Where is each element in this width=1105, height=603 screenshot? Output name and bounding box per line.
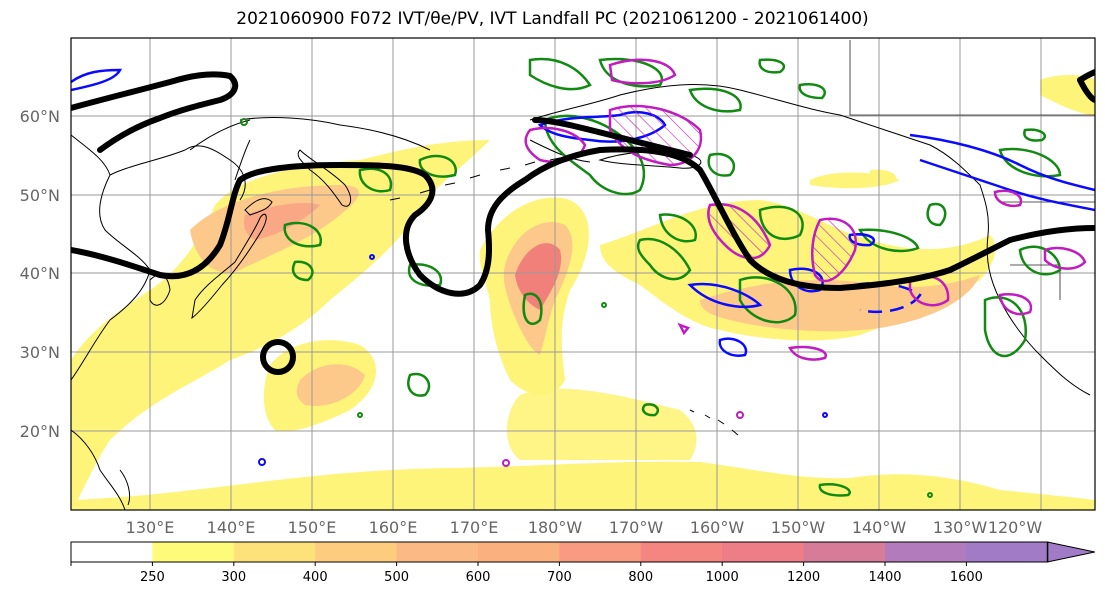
graticule (71, 38, 1095, 510)
colorbar-tick-label: 700 (547, 570, 572, 585)
colorbar-segment (559, 542, 642, 562)
colorbar-segment (803, 542, 886, 562)
small-contour-marks (240, 118, 933, 498)
lat-label-60: 60°N (20, 107, 60, 126)
colorbar-tick-label: 1600 (950, 570, 983, 585)
colorbar-segment (478, 542, 560, 562)
pv-contours (71, 69, 1095, 375)
latitude-labels: 60°N 50°N 40°N 30°N 20°N (20, 107, 60, 441)
colorbar-tick-label: 1400 (868, 570, 901, 585)
map-frame (70, 37, 1096, 511)
chart-title: 2021060900 F072 IVT/θe/PV, IVT Landfall … (236, 9, 869, 29)
lon-label-170e: 170°E (450, 518, 499, 537)
colorbar-segment (71, 542, 153, 562)
colorbar-segment (640, 542, 723, 562)
colorbar-segment (152, 542, 235, 562)
lon-label-160e: 160°E (369, 518, 418, 537)
colorbar-tick-label: 250 (140, 570, 165, 585)
lon-label-120w: 120°W (988, 518, 1043, 537)
colorbar-tick-label: 500 (384, 570, 409, 585)
colorbar-tick-label: 1000 (706, 570, 739, 585)
lon-label-130w: 130°W (933, 518, 988, 537)
lat-label-40: 40°N (20, 264, 60, 283)
colorbar-segment (315, 542, 398, 562)
colorbar-segment (233, 542, 316, 562)
lon-label-170w: 170°W (609, 518, 664, 537)
colorbar: 250 300 400 500 600 700 800 1000 1200 1400 1600 (70, 541, 1095, 585)
colorbar-segment (396, 542, 479, 562)
lon-label-140w: 140°W (852, 518, 907, 537)
lon-label-150e: 150°E (288, 518, 337, 537)
lat-label-50: 50°N (20, 186, 60, 205)
lon-label-150w: 150°W (771, 518, 826, 537)
lon-label-180w: 180°W (528, 518, 583, 537)
colorbar-extend-arrow (1046, 541, 1095, 563)
lon-label-130e: 130°E (126, 518, 175, 537)
lat-label-20: 20°N (20, 422, 60, 441)
colorbar-tick-label: 1200 (787, 570, 820, 585)
colorbar-tick-label: 400 (303, 570, 328, 585)
colorbar-segment (966, 542, 1049, 562)
longitude-labels: 130°E 140°E 150°E 160°E 170°E 180°W 170°… (126, 518, 1043, 537)
colorbar-segment (722, 542, 805, 562)
colorbar-tick-label: 300 (221, 570, 246, 585)
lat-label-30: 30°N (20, 343, 60, 362)
colorbar-tick-label: 600 (466, 570, 491, 585)
colorbar-tick-label: 800 (628, 570, 653, 585)
lon-label-140e: 140°E (207, 518, 256, 537)
colorbar-segment (885, 542, 967, 562)
lon-label-160w: 160°W (690, 518, 745, 537)
